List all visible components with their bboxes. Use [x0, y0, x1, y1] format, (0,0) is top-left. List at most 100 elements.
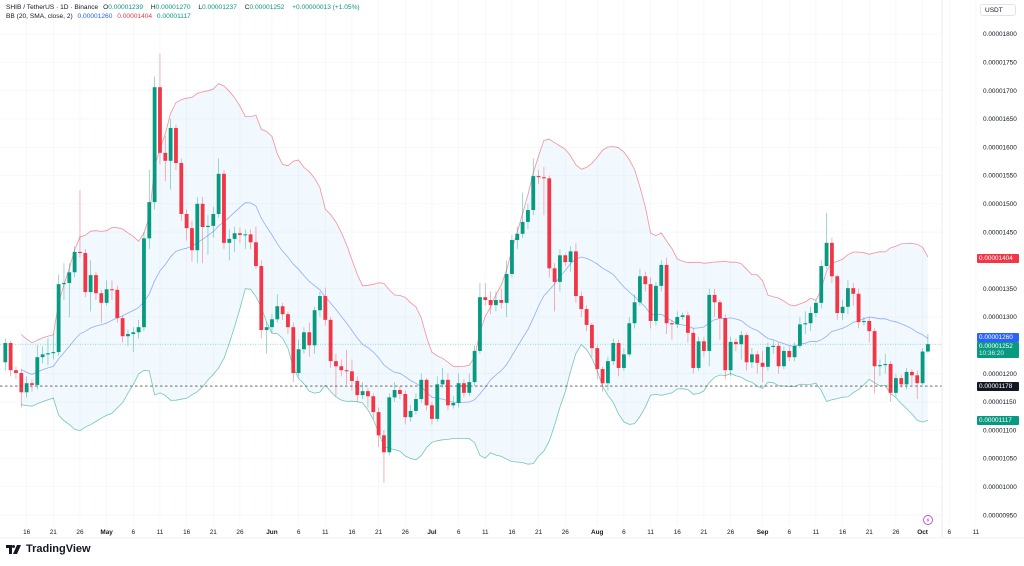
candle — [691, 328, 696, 374]
candle-body — [478, 297, 482, 351]
candle-body — [104, 289, 109, 303]
candle — [526, 203, 530, 230]
candle-body — [195, 203, 200, 251]
candle — [8, 340, 13, 377]
candle — [184, 209, 189, 241]
candle — [238, 227, 242, 244]
candle — [622, 348, 626, 371]
candle — [552, 263, 557, 312]
candle — [867, 317, 872, 343]
indicator-legend[interactable]: BB (20, SMA, close, 2) 0.00001260 0.0000… — [6, 13, 194, 20]
candle-body — [926, 344, 930, 352]
candle-body — [147, 202, 152, 239]
candle — [147, 169, 152, 250]
candle — [264, 321, 269, 354]
candle-body — [814, 302, 818, 314]
candle-body — [414, 399, 418, 411]
price-axis[interactable]: 0.00001800 0.00001750 0.00001700 0.00001650… — [983, 31, 1017, 519]
candle — [723, 314, 728, 380]
candle — [99, 289, 104, 323]
candle — [14, 366, 18, 380]
candle-body — [456, 383, 461, 404]
candle-body — [403, 393, 408, 418]
candle-body — [152, 87, 157, 203]
bb-lower-value: 0.00001117 — [156, 13, 191, 20]
candle-body — [542, 177, 546, 179]
candle-body — [611, 343, 616, 362]
candle — [590, 322, 594, 357]
candle-body — [819, 266, 824, 303]
candle-body — [686, 315, 690, 333]
y-tick-label: 0.00001000 — [983, 484, 1017, 491]
candle-body — [8, 343, 13, 371]
candle-body — [307, 332, 312, 346]
candle-body — [467, 382, 472, 393]
candle — [488, 291, 493, 315]
candle-body — [707, 294, 712, 351]
currency-button[interactable]: USDT — [980, 4, 1016, 16]
candle-body — [702, 341, 706, 351]
candle — [120, 315, 125, 343]
grid — [0, 0, 977, 525]
x-tick-label: 11 — [322, 529, 329, 536]
candle — [30, 379, 34, 392]
candle — [707, 288, 712, 367]
candle — [542, 167, 546, 216]
candle — [435, 376, 440, 422]
time-axis[interactable]: 16 21 26 May 6 11 16 21 26 Jun 6 11 16 21 26 Jul 6 11 16 21… — [23, 529, 980, 536]
candle-body — [232, 233, 237, 239]
x-tick-label: 11 — [157, 529, 164, 536]
event-icon[interactable] — [923, 515, 933, 525]
bb-basis-price-label: 0.00001260 — [977, 333, 1019, 343]
candle — [702, 336, 706, 357]
bb-basis-value: 0.00001260 — [77, 13, 113, 20]
candle — [46, 338, 50, 366]
candle — [808, 306, 813, 332]
candle-body — [590, 324, 594, 349]
tradingview-logo[interactable]: TradingView — [6, 543, 91, 555]
candle — [344, 349, 349, 385]
candle-body — [622, 354, 626, 368]
candle — [926, 333, 930, 353]
candle — [323, 287, 328, 326]
candle-body — [366, 391, 370, 397]
candle — [62, 263, 66, 301]
candle — [600, 366, 605, 392]
candle — [856, 288, 861, 329]
candle — [3, 338, 8, 371]
candle — [195, 197, 200, 264]
symbol-title: SHIB / TetherUS · 1D · Binance — [6, 4, 99, 11]
x-tick-label: 11 — [482, 529, 489, 536]
candle — [766, 342, 770, 371]
candle-body — [126, 333, 130, 337]
candle — [376, 407, 381, 448]
symbol-legend[interactable]: SHIB / TetherUS · 1D · Binance O0.000012… — [6, 4, 363, 11]
candle-body — [142, 238, 146, 328]
candle-body — [547, 178, 552, 269]
candle — [584, 305, 589, 332]
candle — [142, 232, 146, 332]
candle-body — [88, 275, 93, 293]
candle — [798, 317, 802, 349]
candle — [787, 346, 792, 362]
candle — [574, 243, 578, 303]
candle — [115, 285, 120, 323]
x-tick-label: 16 — [348, 529, 356, 536]
candle-body — [179, 163, 184, 214]
y-tick-label: 0.00001450 — [983, 229, 1017, 236]
candle-body — [222, 173, 226, 243]
candle — [179, 158, 184, 221]
candle-body — [734, 341, 738, 345]
candle — [24, 376, 29, 398]
candle-body — [739, 335, 744, 345]
candle-body — [424, 379, 429, 406]
candle — [451, 396, 456, 409]
candle — [910, 369, 914, 385]
brand-name: TradingView — [26, 543, 91, 555]
x-tick-label: 26 — [727, 529, 735, 536]
candle-body — [430, 405, 434, 419]
candle — [483, 283, 488, 306]
y-tick-label: 0.00001550 — [983, 173, 1017, 180]
last-price-label: 0.00001252 10:36:20 — [977, 342, 1019, 359]
